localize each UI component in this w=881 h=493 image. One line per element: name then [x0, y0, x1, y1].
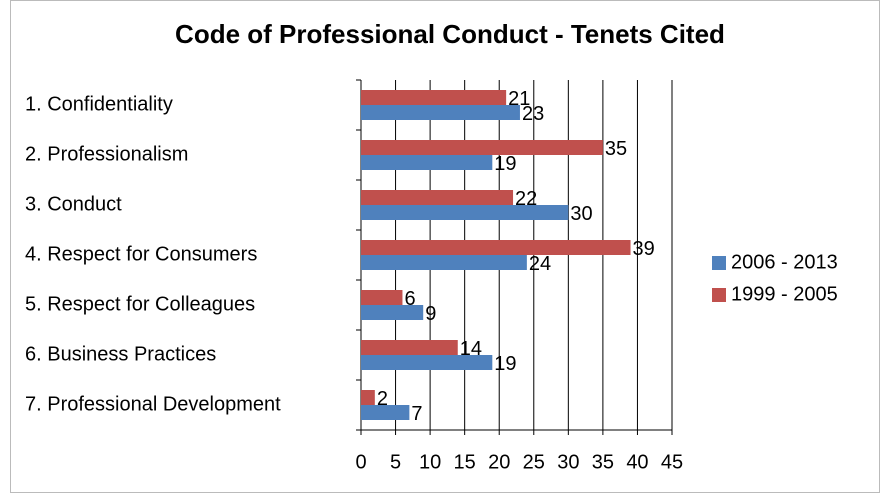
data-label: 19 [494, 353, 516, 375]
x-tick-label: 15 [454, 451, 476, 473]
y-tick-label: 5. Respect for Colleagues [25, 293, 255, 315]
data-label: 22 [515, 188, 537, 210]
legend-swatch [712, 256, 726, 270]
bar [361, 240, 631, 255]
y-tick-label: 7. Professional Development [25, 393, 281, 415]
data-label: 39 [633, 238, 655, 260]
y-tick-label: 4. Respect for Consumers [25, 243, 257, 265]
y-tick-label: 2. Professionalism [25, 143, 188, 165]
x-tick-label: 45 [661, 451, 683, 473]
data-label: 21 [508, 88, 530, 110]
bar [361, 255, 527, 270]
bar [361, 90, 507, 105]
x-tick-label: 30 [557, 451, 579, 473]
bar [361, 105, 520, 120]
y-tick-label: 3. Conduct [25, 193, 122, 215]
bar [361, 340, 458, 355]
chart-title: Code of Professional Conduct - Tenets Ci… [175, 19, 725, 49]
data-label: 2 [377, 388, 388, 410]
x-tick-label: 35 [592, 451, 614, 473]
data-label: 9 [425, 303, 436, 325]
data-label: 7 [411, 403, 422, 425]
bar [361, 190, 514, 205]
bar [361, 305, 424, 320]
data-label: 6 [404, 288, 415, 310]
y-tick-label: 6. Business Practices [25, 343, 216, 365]
bar [361, 390, 375, 405]
bar [361, 405, 410, 420]
bar [361, 205, 569, 220]
data-label: 23 [522, 103, 544, 125]
x-tick-label: 40 [626, 451, 648, 473]
bar [361, 355, 493, 370]
legend-swatch [712, 288, 726, 302]
y-tick-label: 1. Confidentiality [25, 93, 173, 115]
bar [361, 140, 603, 155]
x-tick-label: 0 [355, 451, 366, 473]
bar [361, 290, 403, 305]
data-label: 14 [460, 338, 482, 360]
x-tick-label: 10 [419, 451, 441, 473]
legend-label: 1999 - 2005 [731, 283, 838, 305]
bar [361, 155, 493, 170]
legend-label: 2006 - 2013 [731, 251, 838, 273]
data-label: 30 [570, 203, 592, 225]
x-tick-label: 20 [488, 451, 510, 473]
data-label: 24 [529, 253, 551, 275]
data-label: 35 [605, 138, 627, 160]
x-tick-label: 25 [523, 451, 545, 473]
x-tick-label: 5 [390, 451, 401, 473]
data-label: 19 [494, 153, 516, 175]
